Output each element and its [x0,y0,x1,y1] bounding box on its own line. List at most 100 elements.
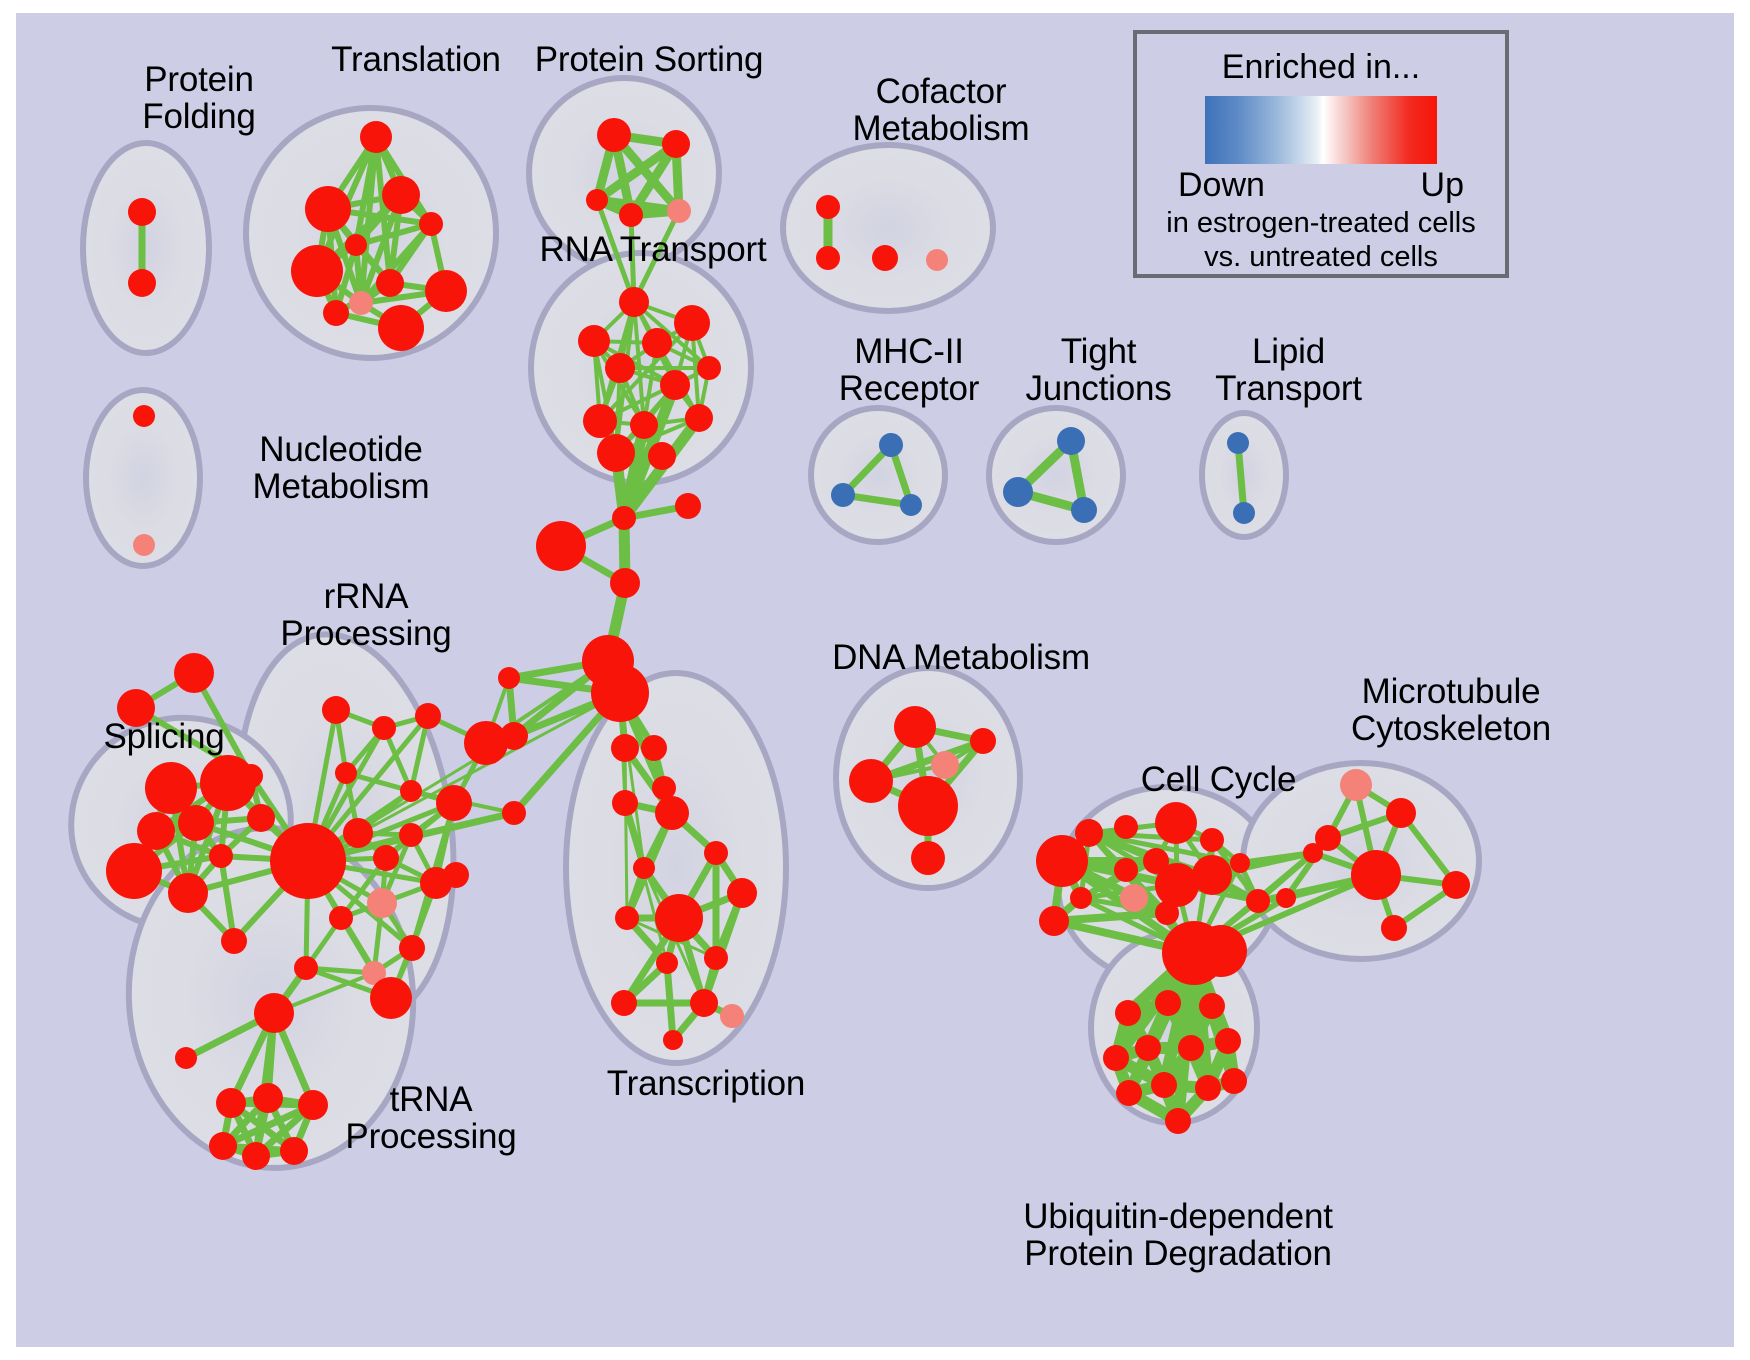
node[interactable] [178,805,214,841]
node[interactable] [253,1083,283,1113]
node[interactable] [675,493,701,519]
node[interactable] [1192,855,1232,895]
node[interactable] [1165,1108,1191,1134]
node[interactable] [605,353,635,383]
node[interactable] [816,195,840,219]
node[interactable] [254,993,294,1033]
node[interactable] [1199,993,1225,1019]
node[interactable] [498,667,520,689]
node[interactable] [443,862,469,888]
node[interactable] [690,989,718,1017]
node[interactable] [727,878,757,908]
node[interactable] [1057,427,1085,455]
node[interactable] [612,506,636,530]
node[interactable] [270,823,346,899]
node[interactable] [399,935,425,961]
node[interactable] [911,841,945,875]
node[interactable] [106,843,162,899]
node[interactable] [872,245,898,271]
node[interactable] [137,812,175,850]
node[interactable] [367,888,397,918]
node[interactable] [1381,915,1407,941]
node[interactable] [128,269,156,297]
node[interactable] [1195,1075,1221,1101]
node[interactable] [145,762,197,814]
node[interactable] [611,734,639,762]
node[interactable] [831,483,855,507]
node[interactable] [1233,502,1255,524]
node[interactable] [1116,1080,1142,1106]
node[interactable] [323,300,349,326]
node[interactable] [1246,889,1270,913]
node[interactable] [615,906,639,930]
node[interactable] [655,796,689,830]
node[interactable] [1178,1035,1204,1061]
node[interactable] [970,728,996,754]
node[interactable] [926,249,948,271]
node[interactable] [200,755,256,811]
node[interactable] [578,325,610,357]
node[interactable] [648,442,676,470]
node[interactable] [502,801,526,825]
node[interactable] [419,212,443,236]
node[interactable] [1155,802,1197,844]
node[interactable] [597,434,635,472]
node[interactable] [633,857,655,879]
node[interactable] [399,823,423,847]
node[interactable] [436,785,472,821]
node[interactable] [1155,863,1199,907]
node[interactable] [362,961,386,985]
node[interactable] [345,234,367,256]
node[interactable] [1200,828,1224,852]
node[interactable] [1103,1045,1129,1071]
node[interactable] [425,270,467,312]
node[interactable] [674,305,710,341]
node[interactable] [610,568,640,598]
node[interactable] [305,186,351,232]
node[interactable] [133,405,155,427]
node[interactable] [1155,901,1179,925]
node[interactable] [642,328,672,358]
node[interactable] [1386,798,1416,828]
node[interactable] [168,873,208,913]
node[interactable] [583,404,617,438]
node[interactable] [133,534,155,556]
node[interactable] [209,1132,237,1160]
node[interactable] [1143,848,1169,874]
node[interactable] [322,696,350,724]
node[interactable] [343,818,373,848]
node[interactable] [1340,769,1372,801]
node[interactable] [900,494,922,516]
node[interactable] [641,735,667,761]
node[interactable] [464,721,508,765]
node[interactable] [720,1004,744,1028]
node[interactable] [298,1090,328,1120]
node[interactable] [242,1142,270,1170]
node[interactable] [619,203,643,227]
node[interactable] [536,521,586,571]
node[interactable] [611,990,637,1016]
node[interactable] [349,291,373,315]
node[interactable] [1135,1035,1161,1061]
node[interactable] [360,121,392,153]
node[interactable] [376,269,404,297]
node[interactable] [663,1030,683,1050]
node[interactable] [704,841,728,865]
node[interactable] [655,894,703,942]
node[interactable] [591,664,649,722]
node[interactable] [1003,477,1033,507]
node[interactable] [612,790,638,816]
node[interactable] [335,762,357,784]
node[interactable] [1039,906,1069,936]
node[interactable] [1075,819,1103,847]
node[interactable] [894,706,936,748]
node[interactable] [1115,1000,1141,1026]
node[interactable] [704,946,728,970]
node[interactable] [280,1137,308,1165]
node[interactable] [378,305,424,351]
node[interactable] [685,404,713,432]
node[interactable] [1351,850,1401,900]
node[interactable] [382,176,420,214]
node[interactable] [221,928,247,954]
node[interactable] [291,245,343,297]
